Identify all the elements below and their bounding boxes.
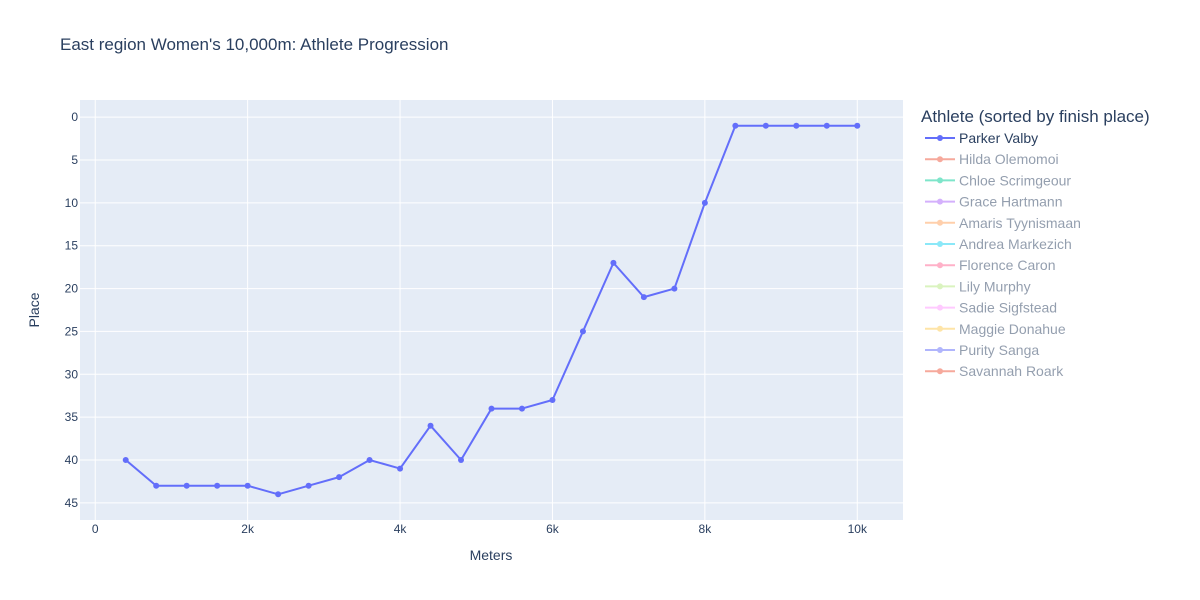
data-point — [793, 122, 800, 129]
x-tick-label: 2k — [241, 522, 255, 536]
y-tick-label: 45 — [65, 496, 79, 510]
y-tick-label: 5 — [71, 153, 78, 167]
data-point — [305, 482, 312, 489]
plot-area — [80, 100, 903, 520]
data-point — [458, 457, 465, 463]
x-tick-label: 4k — [394, 522, 408, 536]
legend-item[interactable]: Andrea Markezich — [925, 236, 1072, 252]
legend-item[interactable]: Savannah Roark — [925, 363, 1064, 379]
data-point — [366, 457, 373, 463]
data-point — [336, 474, 343, 481]
legend-label: Amaris Tyynismaan — [959, 215, 1081, 231]
legend-item[interactable]: Florence Caron — [925, 257, 1056, 273]
data-point — [549, 397, 556, 403]
y-tick-label: 0 — [71, 110, 78, 124]
legend-label: Maggie Donahue — [959, 321, 1066, 337]
y-tick-label: 30 — [65, 367, 79, 381]
x-tick-label: 6k — [546, 522, 560, 536]
legend-swatch-marker — [937, 283, 943, 290]
data-point — [671, 285, 678, 292]
data-point — [122, 457, 129, 463]
legend-swatch-marker — [937, 325, 943, 332]
legend: Parker Valby Hilda Olemomoi Chloe Scrimgeo… — [925, 130, 1081, 379]
data-point — [823, 122, 830, 129]
legend-item[interactable]: Amaris Tyynismaan — [925, 215, 1081, 231]
legend-swatch-marker — [937, 262, 943, 269]
legend-label: Purity Sanga — [959, 342, 1039, 358]
legend-swatch-marker — [937, 135, 943, 141]
y-tick-label: 20 — [65, 282, 79, 296]
legend-item[interactable]: Maggie Donahue — [925, 321, 1066, 337]
y-tick-label: 15 — [65, 239, 79, 253]
legend-item[interactable]: Parker Valby — [925, 130, 1038, 146]
legend-swatch-marker — [937, 304, 943, 311]
legend-label: Sadie Sigfstead — [959, 300, 1057, 316]
x-tick-label: 10k — [848, 522, 868, 536]
y-tick-label: 40 — [65, 453, 79, 467]
data-point — [214, 482, 221, 489]
data-point — [732, 122, 739, 129]
legend-swatch-marker — [937, 198, 943, 205]
legend-swatch-marker — [937, 241, 943, 247]
legend-label: Andrea Markezich — [959, 236, 1072, 252]
legend-item[interactable]: Lily Murphy — [925, 278, 1031, 294]
data-point — [397, 465, 404, 472]
data-point — [701, 199, 708, 206]
x-axis-label: Meters — [470, 547, 513, 563]
data-point — [275, 491, 282, 498]
data-point — [244, 482, 251, 489]
legend-swatch-marker — [937, 177, 943, 184]
axis-ticks: 0 2k 4k 6k 8k 10k 0 5 10 15 20 25 30 35 40 45 — [65, 110, 868, 536]
y-tick-label: 25 — [65, 324, 79, 338]
legend-swatch-marker — [937, 347, 943, 353]
legend-item[interactable]: Purity Sanga — [925, 342, 1039, 358]
legend-item[interactable]: Grace Hartmann — [925, 194, 1062, 210]
data-point — [854, 122, 861, 129]
legend-label: Grace Hartmann — [959, 194, 1062, 210]
legend-label: Hilda Olemomoi — [959, 151, 1059, 167]
data-point — [153, 482, 160, 489]
chart-title: East region Women's 10,000m: Athlete Pro… — [60, 35, 448, 54]
legend-swatch-marker — [937, 368, 943, 375]
data-point — [762, 122, 769, 129]
data-point — [427, 422, 434, 429]
legend-label: Florence Caron — [959, 257, 1056, 273]
grid-lines — [80, 100, 903, 520]
y-axis-label: Place — [26, 292, 42, 327]
x-tick-label: 0 — [92, 522, 99, 536]
data-point — [518, 405, 525, 412]
y-tick-label: 10 — [65, 196, 79, 210]
legend-item[interactable]: Hilda Olemomoi — [925, 151, 1059, 167]
data-point — [579, 328, 586, 335]
legend-item[interactable]: Chloe Scrimgeour — [925, 172, 1071, 188]
legend-swatch-marker — [937, 219, 943, 226]
legend-label: Parker Valby — [959, 130, 1038, 146]
data-point — [183, 482, 190, 489]
data-point — [610, 259, 617, 266]
legend-item[interactable]: Sadie Sigfstead — [925, 300, 1057, 316]
legend-swatch-marker — [937, 156, 943, 163]
y-tick-label: 35 — [65, 410, 79, 424]
data-point — [640, 294, 647, 301]
legend-label: Chloe Scrimgeour — [959, 172, 1071, 188]
data-point — [488, 405, 495, 412]
series-layer — [122, 122, 861, 498]
x-tick-label: 8k — [699, 522, 713, 536]
legend-label: Lily Murphy — [959, 278, 1031, 294]
legend-title: Athlete (sorted by finish place) — [921, 107, 1150, 126]
legend-label: Savannah Roark — [959, 363, 1064, 379]
